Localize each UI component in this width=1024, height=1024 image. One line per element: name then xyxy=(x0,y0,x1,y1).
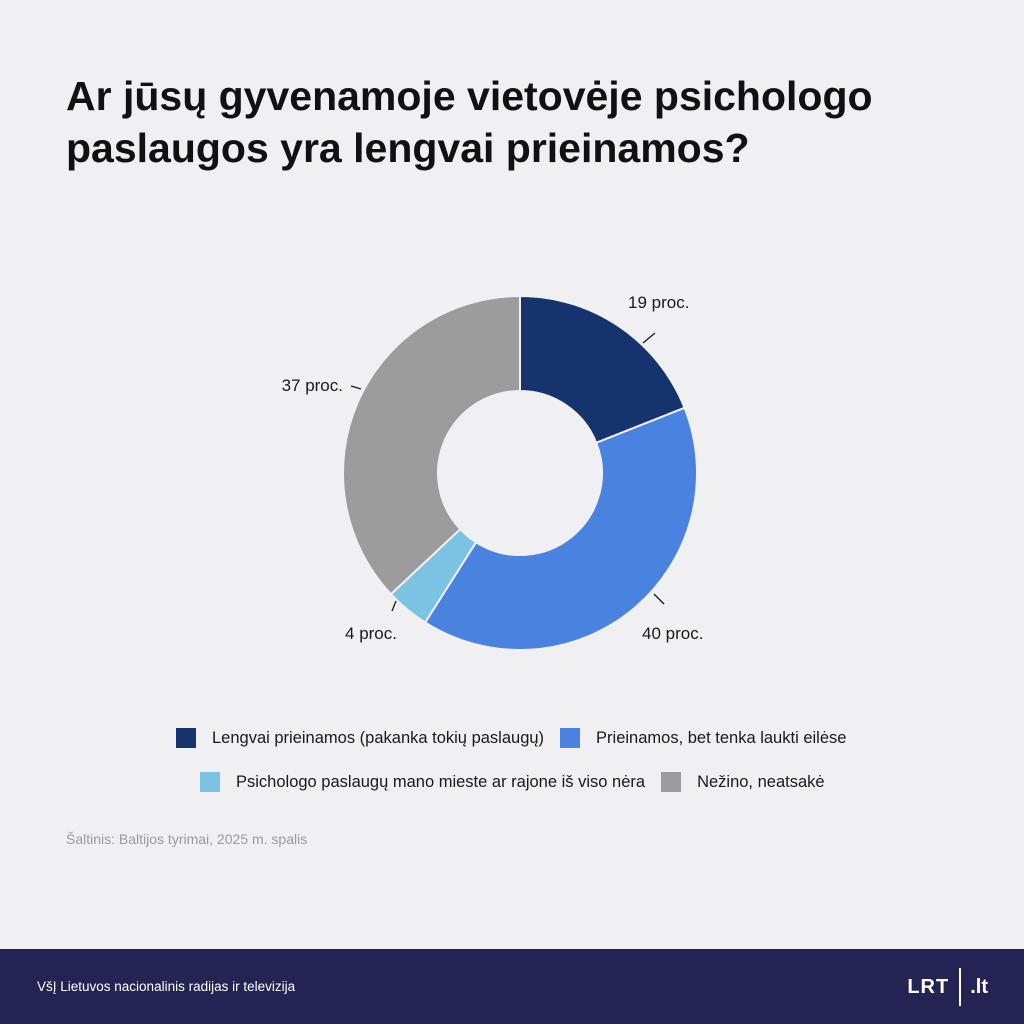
slice-data-label: 40 proc. xyxy=(642,624,703,643)
donut-slice xyxy=(423,406,698,651)
legend-row-1: Lengvai prieinamos (pakanka tokių paslau… xyxy=(176,728,846,748)
label-leader-line xyxy=(653,593,665,605)
legend-row-2: Psichologo paslaugų mano mieste ar rajon… xyxy=(200,772,825,792)
logo-divider xyxy=(959,968,962,1006)
legend-swatch xyxy=(560,728,581,748)
donut-slice xyxy=(389,527,478,624)
legend-swatch xyxy=(200,772,220,792)
legend-label: Psichologo paslaugų mano mieste ar rajon… xyxy=(236,772,646,791)
legend-swatch xyxy=(176,728,196,748)
donut-slice xyxy=(342,294,521,596)
footer-org-name: VšĮ Lietuvos nacionalinis radijas ir tel… xyxy=(37,979,296,994)
chart-title: Ar jūsų gyvenamoje vietovėje psichologo … xyxy=(66,73,873,171)
logo-lrt-text: LRT xyxy=(907,975,950,998)
logo-lt-text: .lt xyxy=(970,975,988,998)
legend-item: Lengvai prieinamos (pakanka tokių paslau… xyxy=(176,728,544,748)
legend-swatch xyxy=(661,772,682,792)
legend-label: Prieinamos, bet tenka laukti eilėse xyxy=(596,728,847,747)
slice-data-label: 4 proc. xyxy=(345,624,397,643)
legend-label: Lengvai prieinamos (pakanka tokių paslau… xyxy=(212,728,545,747)
label-leader-line xyxy=(642,332,656,344)
lrt-logo[interactable]: LRT .lt xyxy=(907,966,988,1008)
legend-item: Psichologo paslaugų mano mieste ar rajon… xyxy=(200,772,645,792)
legend-item: Prieinamos, bet tenka laukti eilėse xyxy=(560,728,846,748)
legend-label: Nežino, neatsakė xyxy=(697,772,825,791)
label-leader-line xyxy=(350,385,362,390)
slice-data-label: 37 proc. xyxy=(282,376,343,395)
donut-slice xyxy=(519,294,686,445)
label-leader-line xyxy=(391,600,397,612)
source-note: Šaltinis: Baltijos tyrimai, 2025 m. spal… xyxy=(66,831,308,847)
footer-bar: VšĮ Lietuvos nacionalinis radijas ir tel… xyxy=(0,949,1024,1024)
legend-item: Nežino, neatsakė xyxy=(661,772,825,792)
slice-data-label: 19 proc. xyxy=(628,293,689,312)
